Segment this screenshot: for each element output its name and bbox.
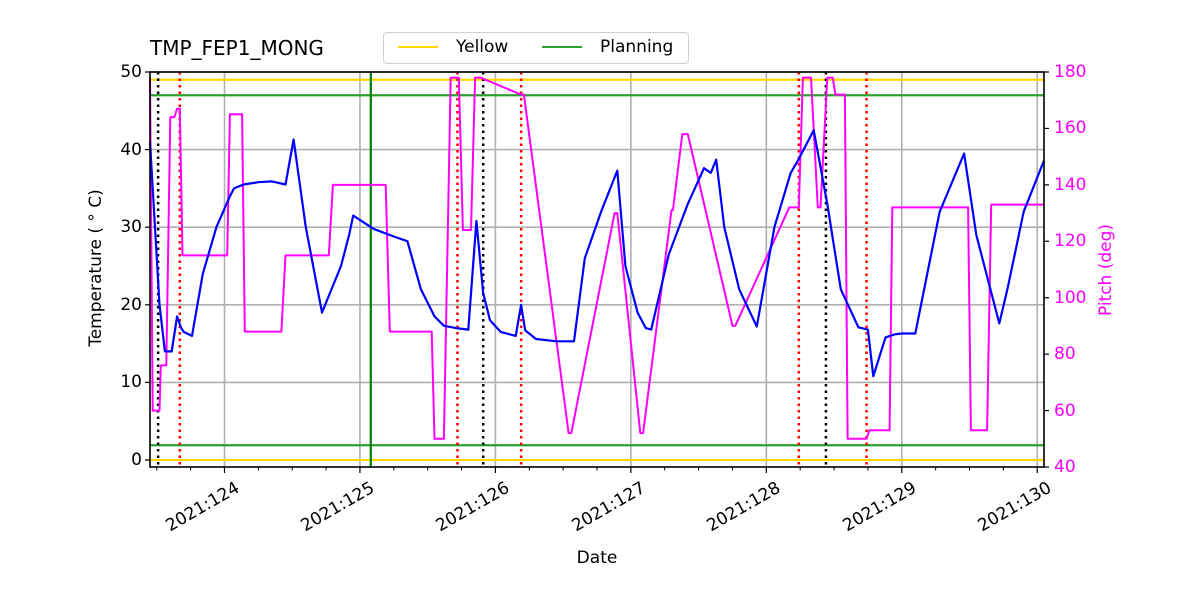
y2-tick-label: 140 [1054, 174, 1087, 195]
legend-swatch-yellow [398, 46, 438, 48]
y-tick-label: 30 [120, 217, 142, 238]
y2-tick-label: 180 [1054, 62, 1087, 82]
pitch-series [149, 76, 1044, 440]
y-axis-label-pitch: Pitch (deg) [1096, 223, 1116, 317]
legend-label-yellow: Yellow [456, 37, 509, 57]
y-tick-label: 50 [120, 62, 142, 82]
y-axis-label-temperature: Temperature ( ° C) [86, 189, 106, 347]
chart-title: TMP_FEP1_MONG [150, 36, 324, 60]
y2-tick-label: 80 [1054, 344, 1076, 365]
horizontal-limit-lines [150, 78, 1044, 462]
y-tick-label: 40 [120, 139, 142, 160]
axis-ticks [145, 71, 1049, 473]
legend: Yellow Planning [383, 32, 689, 64]
x-axis-label: Date [576, 548, 618, 568]
y-tick-label: 10 [120, 372, 142, 393]
y2-tick-label: 120 [1054, 231, 1087, 252]
legend-swatch-planning [542, 46, 582, 48]
y-tick-label: 0 [131, 450, 142, 470]
legend-item-planning: Planning [542, 37, 673, 57]
legend-label-planning: Planning [600, 37, 674, 57]
y2-tick-label: 160 [1054, 118, 1087, 139]
y2-tick-label: 100 [1054, 287, 1087, 308]
y2-tick-label: 60 [1054, 400, 1076, 421]
y2-tick-label: 40 [1054, 457, 1076, 477]
legend-item-yellow: Yellow [398, 37, 508, 57]
y-tick-label: 20 [120, 294, 142, 315]
temperature-series [148, 129, 1046, 378]
